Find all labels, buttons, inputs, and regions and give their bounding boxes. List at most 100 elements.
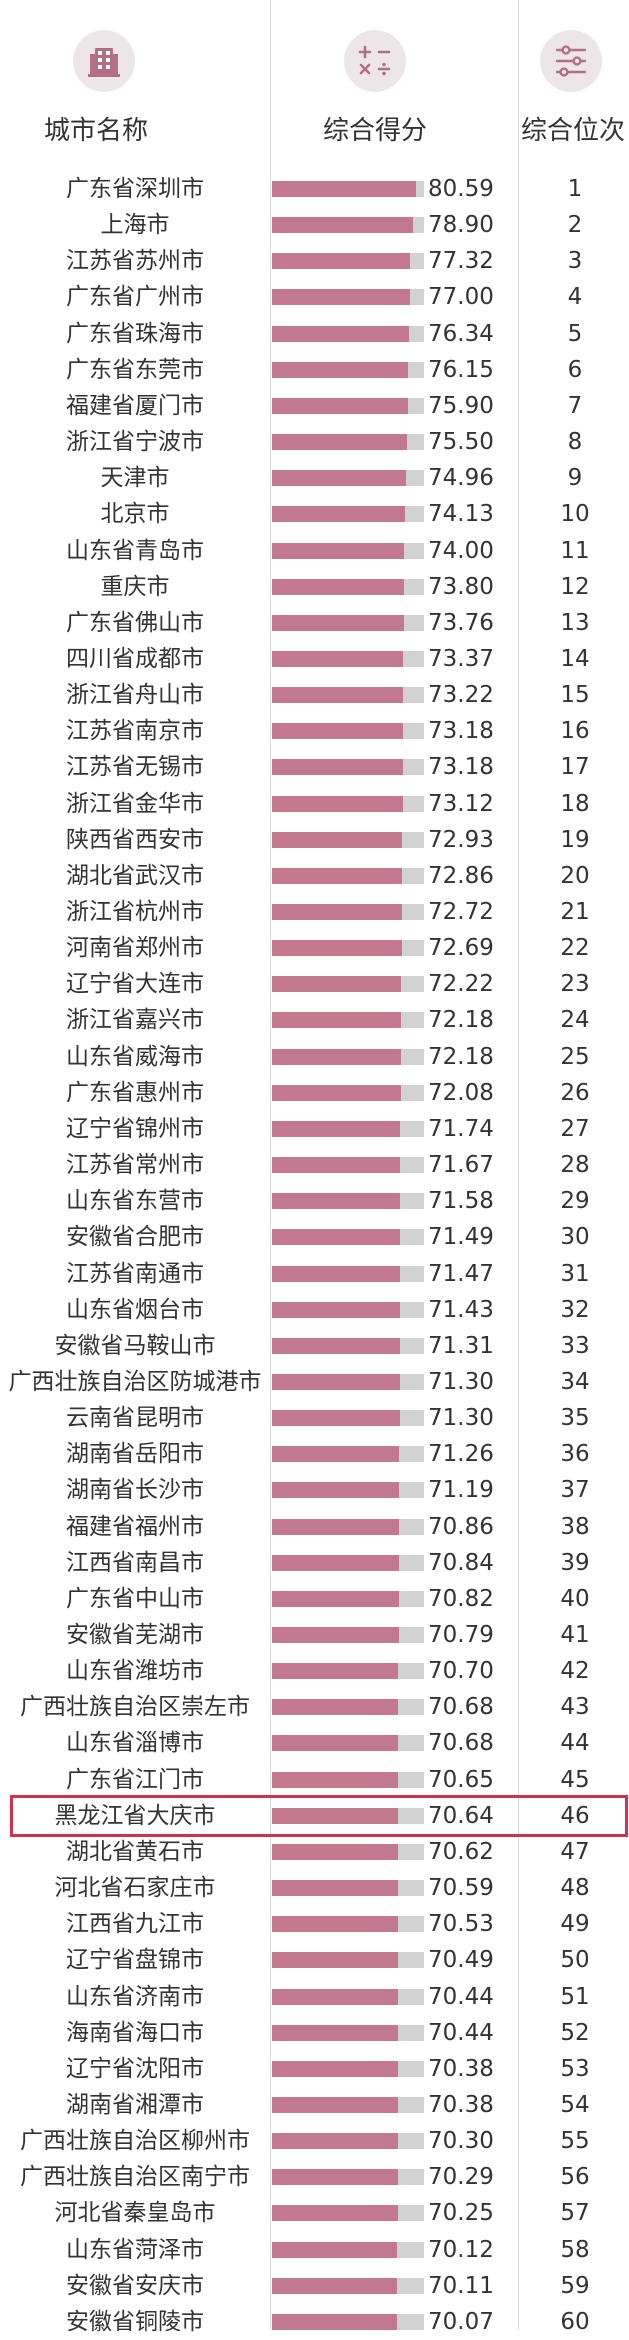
column-header-city: 城市名称 xyxy=(44,116,149,146)
score-bar-track xyxy=(272,362,424,378)
rank-value: 57 xyxy=(560,2200,590,2226)
score-value: 75.90 xyxy=(428,393,494,419)
table-row: 辽宁省沈阳市 70.38 53 xyxy=(0,2051,629,2087)
table-row: 安徽省马鞍山市 71.31 33 xyxy=(0,1328,629,1364)
score-value: 70.11 xyxy=(428,2273,494,2299)
rank-value: 20 xyxy=(560,863,590,889)
score-value: 71.43 xyxy=(428,1297,494,1323)
score-value: 70.62 xyxy=(428,1839,494,1865)
score-bar-track xyxy=(272,434,424,450)
score-bar-track xyxy=(272,1663,424,1679)
rank-value: 60 xyxy=(560,2309,590,2335)
table-row: 广西壮族自治区防城港市 71.30 34 xyxy=(0,1364,629,1400)
rank-value: 35 xyxy=(560,1405,590,1431)
rank-value: 33 xyxy=(560,1333,590,1359)
score-value: 70.07 xyxy=(428,2309,494,2335)
rank-value: 25 xyxy=(560,1044,590,1070)
rank-value: 42 xyxy=(560,1658,590,1684)
city-name: 河北省石家庄市 xyxy=(54,1875,216,1901)
table-row: 黑龙江省大庆市 70.64 46 xyxy=(0,1798,629,1834)
score-value: 73.18 xyxy=(428,718,494,744)
city-name: 广东省广州市 xyxy=(66,284,204,310)
score-value: 72.18 xyxy=(428,1044,494,1070)
score-value: 70.70 xyxy=(428,1658,494,1684)
score-bar xyxy=(272,1410,400,1426)
rank-value: 41 xyxy=(560,1622,590,1648)
score-value: 70.79 xyxy=(428,1622,494,1648)
score-bar-track xyxy=(272,289,424,305)
rank-value: 27 xyxy=(560,1116,590,1142)
table-row: 广东省珠海市 76.34 5 xyxy=(0,316,629,352)
table-row: 安徽省安庆市 70.11 59 xyxy=(0,2268,629,2304)
score-bar xyxy=(272,1519,399,1535)
rank-value: 8 xyxy=(567,429,583,455)
city-name: 湖南省长沙市 xyxy=(66,1477,204,1503)
score-bar-track xyxy=(272,1627,424,1643)
score-bar-track xyxy=(272,1374,424,1390)
city-name: 浙江省金华市 xyxy=(66,791,204,817)
rank-value: 59 xyxy=(560,2273,590,2299)
rank-value: 37 xyxy=(560,1477,590,1503)
score-bar-track xyxy=(272,181,424,197)
rank-value: 24 xyxy=(560,1007,590,1033)
city-name: 辽宁省大连市 xyxy=(66,971,204,997)
table-row: 广东省深圳市 80.59 1 xyxy=(0,171,629,207)
city-name: 河南省郑州市 xyxy=(66,935,204,961)
rank-value: 55 xyxy=(560,2128,590,2154)
score-bar xyxy=(272,326,409,342)
city-name: 广东省惠州市 xyxy=(66,1080,204,1106)
score-value: 72.93 xyxy=(428,827,494,853)
score-bar xyxy=(272,868,402,884)
rank-value: 28 xyxy=(560,1152,590,1178)
score-bar xyxy=(272,217,413,233)
column-separator-left xyxy=(270,0,271,2330)
table-row: 湖南省岳阳市 71.26 36 xyxy=(0,1436,629,1472)
score-bar xyxy=(272,434,407,450)
rank-value: 36 xyxy=(560,1441,590,1467)
score-bar xyxy=(272,2061,398,2077)
score-bar xyxy=(272,1989,398,2005)
score-value: 71.47 xyxy=(428,1261,494,1287)
score-bar xyxy=(272,1916,398,1932)
rank-value: 50 xyxy=(560,1947,590,1973)
score-bar-track xyxy=(272,1519,424,1535)
city-name: 江西省南昌市 xyxy=(66,1550,204,1576)
score-value: 70.84 xyxy=(428,1550,494,1576)
score-bar-track xyxy=(272,651,424,667)
score-bar-track xyxy=(272,2097,424,2113)
score-value: 74.00 xyxy=(428,538,494,564)
score-value: 71.26 xyxy=(428,1441,494,1467)
city-name: 浙江省宁波市 xyxy=(66,429,204,455)
score-bar-track xyxy=(272,615,424,631)
score-bar-track xyxy=(272,723,424,739)
rank-value: 5 xyxy=(567,321,583,347)
score-value: 77.00 xyxy=(428,284,494,310)
score-bar-track xyxy=(272,1012,424,1028)
city-name: 天津市 xyxy=(100,465,170,491)
score-bar-track xyxy=(272,1772,424,1788)
score-value: 74.13 xyxy=(428,501,494,527)
city-name: 江苏省南通市 xyxy=(66,1261,204,1287)
city-name: 广东省深圳市 xyxy=(66,176,204,202)
column-header-rank: 综合位次 xyxy=(521,116,626,146)
table-row: 山东省菏泽市 70.12 58 xyxy=(0,2232,629,2268)
score-bar-track xyxy=(272,1121,424,1137)
score-bar xyxy=(272,651,403,667)
score-bar-track xyxy=(272,1446,424,1462)
rank-value: 30 xyxy=(560,1224,590,1250)
score-bar xyxy=(272,1121,400,1137)
score-bar-track xyxy=(272,796,424,812)
table-row: 广东省佛山市 73.76 13 xyxy=(0,605,629,641)
table-row: 江苏省南通市 71.47 31 xyxy=(0,1256,629,1292)
score-bar-track xyxy=(272,217,424,233)
city-name: 陕西省西安市 xyxy=(66,827,204,853)
city-name: 江苏省无锡市 xyxy=(66,754,204,780)
score-bar-track xyxy=(272,940,424,956)
score-bar-track xyxy=(272,2242,424,2258)
rank-value: 34 xyxy=(560,1369,590,1395)
rank-value: 11 xyxy=(560,538,590,564)
score-bar xyxy=(272,1591,399,1607)
rank-value: 52 xyxy=(560,2020,590,2046)
rank-value: 40 xyxy=(560,1586,590,1612)
score-bar xyxy=(272,1229,400,1245)
